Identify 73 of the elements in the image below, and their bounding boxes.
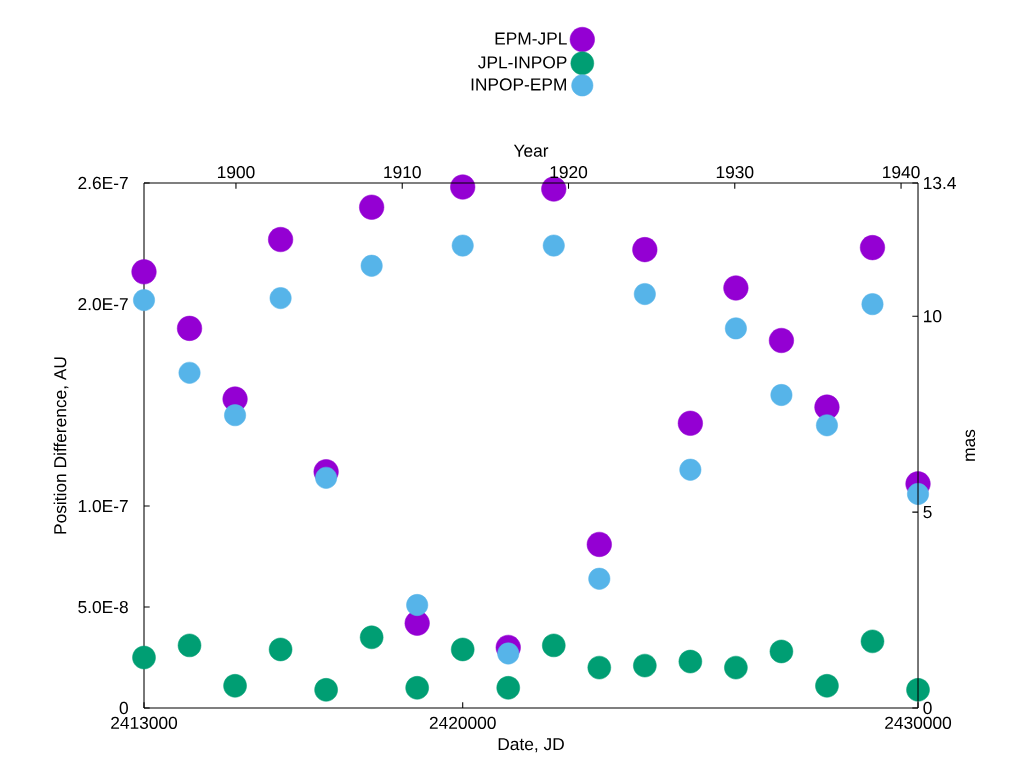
y2-tick-label: 5 <box>923 506 932 519</box>
point <box>450 637 475 662</box>
x2-axis-title: Year <box>513 144 549 157</box>
legend-label: INPOP-EPM <box>471 78 566 91</box>
point <box>224 404 246 427</box>
legend-label: JPL-INPOP <box>478 56 567 69</box>
point <box>679 458 702 481</box>
point <box>907 483 929 505</box>
point <box>588 567 611 590</box>
point <box>133 289 155 312</box>
x2-tick-label: 1920 <box>550 166 588 179</box>
point <box>769 639 794 664</box>
y-tick-label: 1.0E-7 <box>78 499 128 513</box>
point <box>542 633 566 658</box>
point <box>315 466 338 489</box>
point <box>860 629 885 654</box>
point <box>450 174 476 200</box>
y2-tick-label: 0 <box>923 701 932 715</box>
point <box>360 254 383 277</box>
point <box>269 287 292 310</box>
y2-tick-label: 13.4 <box>924 176 956 190</box>
x-tick-label: 2430000 <box>885 716 952 729</box>
y-tick-label: 2.0E-7 <box>78 298 128 311</box>
point <box>359 194 385 220</box>
point <box>724 655 748 680</box>
point <box>677 410 703 436</box>
point <box>633 283 656 305</box>
point <box>268 637 293 662</box>
x2-tick-label: 1940 <box>883 166 920 179</box>
point <box>178 361 201 384</box>
point <box>632 237 658 263</box>
point <box>723 275 749 301</box>
point <box>132 645 156 670</box>
y-tick-label: 2.6E-7 <box>78 176 128 190</box>
point <box>861 293 884 316</box>
point <box>586 531 612 557</box>
point <box>406 594 429 616</box>
y2-axis-title: mas <box>965 429 976 461</box>
point <box>724 317 747 340</box>
x-tick-label: 2413000 <box>111 716 178 729</box>
point <box>404 610 430 636</box>
point <box>223 674 247 698</box>
point <box>542 234 565 257</box>
point <box>770 384 793 406</box>
y2-tick-label: 10 <box>924 310 942 323</box>
point <box>496 676 520 700</box>
point <box>587 655 612 680</box>
point <box>497 642 520 665</box>
point <box>678 649 703 674</box>
point <box>906 678 930 702</box>
point <box>359 625 384 650</box>
y-tick-label: 0 <box>119 701 128 715</box>
x2-tick-label: 1930 <box>716 166 754 179</box>
x-axis-title: Date, JD <box>498 738 564 753</box>
point <box>176 315 203 341</box>
y-axis-title: Position Difference, AU <box>53 357 69 534</box>
point <box>314 678 338 702</box>
point <box>451 234 474 257</box>
point <box>633 653 657 678</box>
point <box>815 674 839 698</box>
x2-tick-label: 1900 <box>217 166 255 179</box>
point <box>768 327 794 354</box>
point <box>814 394 840 420</box>
point <box>131 259 157 285</box>
point <box>405 676 429 700</box>
point <box>816 414 838 437</box>
x2-tick-label: 1910 <box>384 166 421 179</box>
legend-label: EPM-JPL <box>495 32 567 45</box>
point <box>268 227 294 253</box>
x-tick-label: 2420000 <box>429 716 496 729</box>
y-tick-label: 5.0E-8 <box>78 600 128 614</box>
point <box>859 235 886 261</box>
point <box>177 633 202 658</box>
